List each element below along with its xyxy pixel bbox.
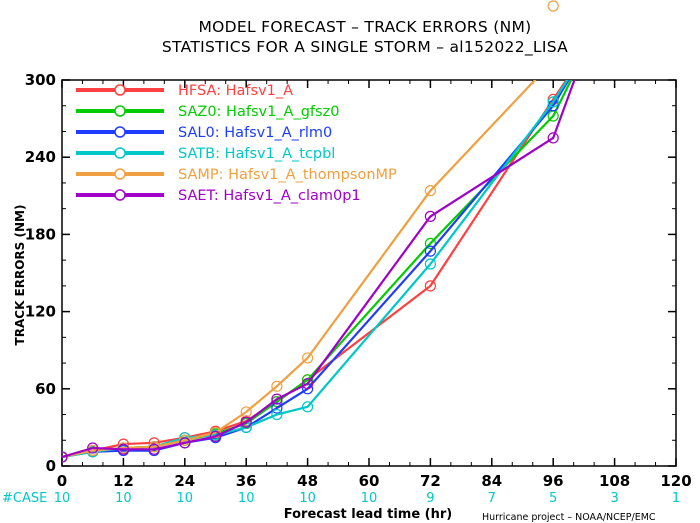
legend-marker bbox=[114, 189, 126, 201]
series-point bbox=[271, 380, 283, 392]
x-tick-label: 12 bbox=[113, 472, 134, 490]
legend-label: SAZ0: Hafsv1_A_gfsz0 bbox=[178, 104, 339, 120]
legend-label: SAMP: Hafsv1_A_thompsonMP bbox=[178, 167, 397, 183]
series-point bbox=[271, 402, 283, 414]
case-count: 10 bbox=[361, 491, 378, 506]
series-point bbox=[117, 443, 130, 455]
case-count: 7 bbox=[488, 491, 496, 506]
x-tick-label: 60 bbox=[359, 472, 380, 490]
case-count: 10 bbox=[54, 491, 71, 506]
series-point bbox=[302, 401, 314, 413]
legend-marker bbox=[114, 168, 126, 180]
y-tick-label: 0 bbox=[46, 457, 56, 475]
y-tick-label: 180 bbox=[25, 225, 56, 243]
case-count: 3 bbox=[610, 491, 618, 506]
legend-marker bbox=[114, 126, 126, 138]
series-point bbox=[148, 443, 160, 455]
y-axis-label: TRACK ERRORS (NM) bbox=[13, 205, 27, 346]
series-point bbox=[302, 352, 314, 364]
x-tick-label: 24 bbox=[174, 472, 195, 490]
case-count: 1 bbox=[672, 491, 680, 506]
series-point bbox=[62, 451, 68, 463]
case-count-label: #CASE bbox=[2, 491, 47, 506]
series-point bbox=[179, 437, 191, 449]
series-point bbox=[424, 210, 436, 222]
case-count: 10 bbox=[115, 491, 132, 506]
legend: HFSA: Hafsv1_A SAZ0: Hafsv1_A_gfsz0 SAL0: … bbox=[76, 83, 397, 204]
legend-label: SATB: Hafsv1_A_tcpbl bbox=[178, 146, 335, 162]
series-point bbox=[240, 416, 252, 428]
legend-marker bbox=[114, 84, 126, 96]
series-point bbox=[302, 378, 314, 390]
series-point bbox=[424, 245, 436, 257]
case-count: 10 bbox=[177, 491, 194, 506]
y-tick-label: 120 bbox=[25, 303, 56, 321]
x-tick-label: 0 bbox=[57, 472, 67, 490]
x-tick-label: 108 bbox=[599, 472, 630, 490]
series-point bbox=[148, 441, 160, 453]
series-point bbox=[424, 237, 436, 250]
y-tick-label: 300 bbox=[25, 71, 56, 89]
y-tick-label: 240 bbox=[25, 148, 56, 166]
x-tick-label: 120 bbox=[660, 472, 691, 490]
series-group bbox=[62, 80, 576, 463]
plot-area: 0 60 120 180 240 300 0 12 24 36 48 60 72 84 96 108 120 10… bbox=[25, 0, 692, 506]
series-point bbox=[424, 280, 436, 292]
x-tick-label: 36 bbox=[236, 472, 257, 490]
legend-label: SAET: Hafsv1_A_clam0p1 bbox=[178, 188, 361, 204]
series-point bbox=[209, 426, 222, 439]
case-count: 5 bbox=[549, 491, 557, 506]
x-axis-label: Forecast lead time (hr) bbox=[284, 507, 452, 522]
series-point bbox=[179, 434, 191, 446]
series-point bbox=[424, 258, 436, 270]
case-count: 10 bbox=[299, 491, 316, 506]
series-point bbox=[87, 442, 99, 454]
chart-subtitle: STATISTICS FOR A SINGLE STORM – al152022… bbox=[162, 38, 568, 57]
x-tick-label: 84 bbox=[481, 472, 502, 490]
series-point bbox=[271, 408, 283, 421]
chart-title: MODEL FORECAST – TRACK ERRORS (NM) bbox=[198, 18, 531, 36]
case-count: 9 bbox=[426, 491, 434, 506]
series-point bbox=[148, 437, 160, 449]
series-point bbox=[424, 185, 436, 197]
legend-marker bbox=[114, 147, 126, 159]
credit-text: Hurricane project – NOAA/NCEP/EMC bbox=[482, 512, 656, 523]
legend-marker bbox=[114, 105, 126, 117]
series-point bbox=[547, 96, 559, 108]
series-point bbox=[271, 393, 283, 405]
case-count: 10 bbox=[238, 491, 255, 506]
series-point bbox=[209, 430, 222, 443]
legend-label: HFSA: Hafsv1_A bbox=[178, 83, 293, 99]
x-tick-label: 48 bbox=[297, 472, 318, 490]
legend-label: SAL0: Hafsv1_A_rlm0 bbox=[178, 125, 332, 141]
x-tick-label: 96 bbox=[543, 472, 564, 490]
overflow-point bbox=[547, 0, 559, 12]
x-tick-label: 72 bbox=[420, 472, 441, 490]
y-tick-label: 60 bbox=[35, 380, 56, 398]
series-point bbox=[547, 132, 559, 144]
